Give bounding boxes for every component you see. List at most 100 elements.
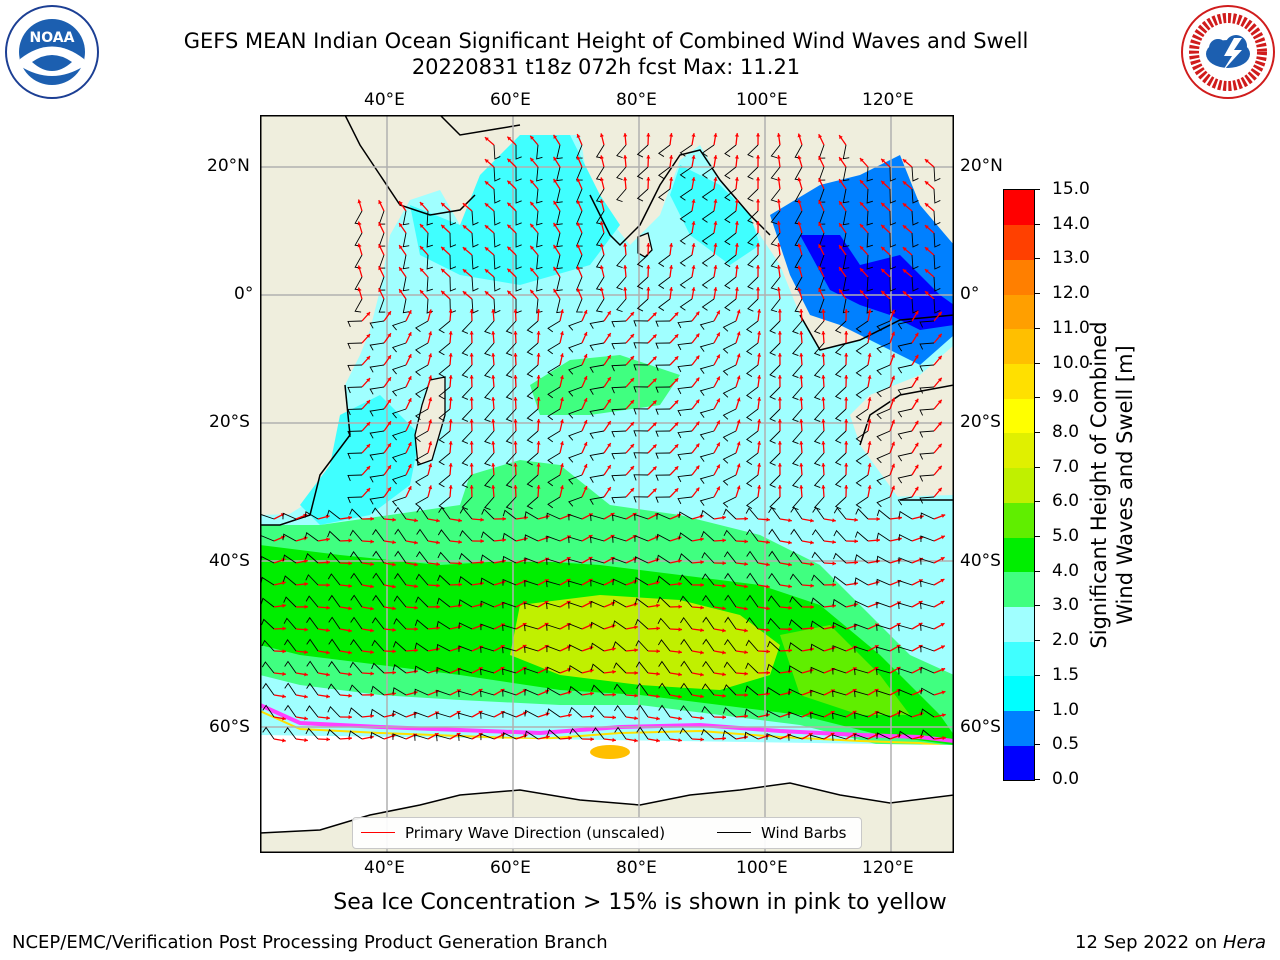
wave-direction-arrowhead	[937, 443, 942, 448]
wind-barb	[416, 506, 429, 520]
wave-direction-arrowhead	[797, 287, 802, 292]
wave-direction-arrowhead	[818, 156, 823, 161]
wave-direction-arrowhead	[491, 309, 496, 313]
wave-direction-arrowhead	[304, 694, 308, 699]
wave-direction-arrowhead	[818, 266, 823, 271]
wind-barb	[515, 188, 522, 204]
wind-barb	[306, 638, 319, 652]
wave-direction-arrowhead	[876, 516, 880, 522]
wind-barb	[699, 364, 715, 374]
wind-barb	[744, 708, 759, 718]
wind-barb	[745, 507, 759, 520]
wave-direction-arrowhead	[810, 540, 814, 545]
colorbar-tick-mark	[1034, 362, 1040, 364]
wave-direction-arrowhead	[656, 626, 660, 631]
wind-barb	[449, 210, 457, 226]
wind-barb	[437, 551, 451, 564]
wind-barb	[919, 408, 935, 416]
wave-direction-arrowhead	[924, 225, 929, 229]
wave-direction-arrowhead	[766, 649, 770, 654]
wind-barb	[568, 408, 583, 419]
wave-direction-arrowhead	[716, 442, 720, 447]
wind-barb	[616, 166, 627, 181]
wind-barb	[414, 711, 429, 719]
wave-direction-arrowhead	[859, 246, 864, 251]
wave-direction-arrowhead	[576, 265, 581, 270]
footer-date-text: 12 Sep 2022 on	[1075, 932, 1223, 953]
wind-barb	[834, 386, 847, 400]
wind-barb	[611, 452, 627, 460]
wind-barb	[889, 166, 897, 182]
wind-barb	[813, 408, 825, 422]
wave-direction-arrowhead	[941, 514, 946, 518]
wave-direction-arrowhead	[304, 649, 308, 655]
wave-direction-arrowhead	[777, 485, 782, 489]
wave-direction-arrowhead	[428, 353, 433, 358]
wave-direction-arrowhead	[716, 486, 720, 491]
wind-barb	[391, 386, 407, 397]
wind-barb	[616, 298, 627, 313]
wind-barb	[471, 254, 479, 270]
wave-direction-arrowhead	[634, 648, 638, 653]
wind-barb	[480, 623, 495, 631]
wave-direction-arrowhead	[634, 670, 638, 676]
wind-barb	[722, 707, 737, 718]
wind-barb	[480, 554, 495, 564]
wind-barb	[919, 386, 935, 394]
wave-direction-arrowhead	[777, 441, 782, 445]
wind-barb	[546, 645, 561, 653]
wind-barb	[866, 188, 873, 204]
wind-barb	[792, 342, 803, 357]
wave-direction-arrowhead	[734, 221, 739, 225]
wind-barb	[897, 320, 913, 330]
wind-barb	[770, 210, 781, 225]
wave-direction-arrowhead	[378, 222, 383, 227]
wave-direction-arrowhead	[713, 221, 718, 225]
wave-direction-arrowhead	[736, 463, 741, 468]
wind-barb	[897, 342, 913, 352]
wave-direction-arrowhead	[491, 485, 496, 489]
wind-barb	[371, 507, 385, 520]
wave-direction-arrowhead	[530, 245, 535, 250]
wave-direction-arrowhead	[818, 288, 823, 293]
wave-direction-arrowhead	[428, 463, 433, 468]
wind-barb	[327, 551, 341, 564]
wind-barb	[701, 551, 715, 564]
wind-barb	[546, 708, 561, 718]
nws-logo	[1181, 5, 1275, 99]
wind-barb	[449, 254, 457, 270]
wave-direction-arrowhead	[392, 670, 396, 675]
wave-direction-arrowhead	[387, 465, 391, 470]
wind-barb	[933, 276, 941, 292]
wave-direction-arrowhead	[370, 561, 374, 567]
wind-barb	[933, 254, 941, 270]
wind-barb	[920, 602, 935, 610]
wave-direction-arrowhead	[530, 289, 535, 294]
wave-direction-arrowhead	[630, 334, 634, 338]
wave-direction-arrowhead	[695, 377, 700, 382]
wind-barb	[595, 298, 605, 313]
wind-barb	[461, 474, 473, 488]
wave-direction-arrowhead	[457, 646, 462, 651]
wind-barb	[854, 623, 869, 631]
wind-barb	[391, 474, 407, 485]
wind-barb	[306, 660, 319, 674]
wind-barb	[369, 430, 385, 439]
colorbar-tick-mark	[1034, 258, 1040, 260]
wave-direction-arrowhead	[392, 562, 396, 567]
wave-direction-arrowhead	[937, 355, 942, 360]
wave-direction-arrowhead	[777, 309, 782, 313]
wind-barb	[701, 530, 715, 542]
wind-barb	[657, 639, 671, 652]
wind-barb	[876, 430, 891, 442]
wind-barb	[546, 535, 561, 543]
wave-direction-arrowhead	[776, 199, 781, 203]
wave-direction-arrowhead	[559, 441, 564, 446]
wave-direction-arrowhead	[695, 443, 700, 448]
wave-direction-arrowhead	[623, 155, 628, 159]
wind-barb	[438, 386, 451, 400]
wave-direction-arrowhead	[914, 420, 919, 425]
wind-barb	[459, 552, 473, 564]
wind-barb	[590, 514, 605, 522]
wind-barb	[768, 528, 781, 542]
